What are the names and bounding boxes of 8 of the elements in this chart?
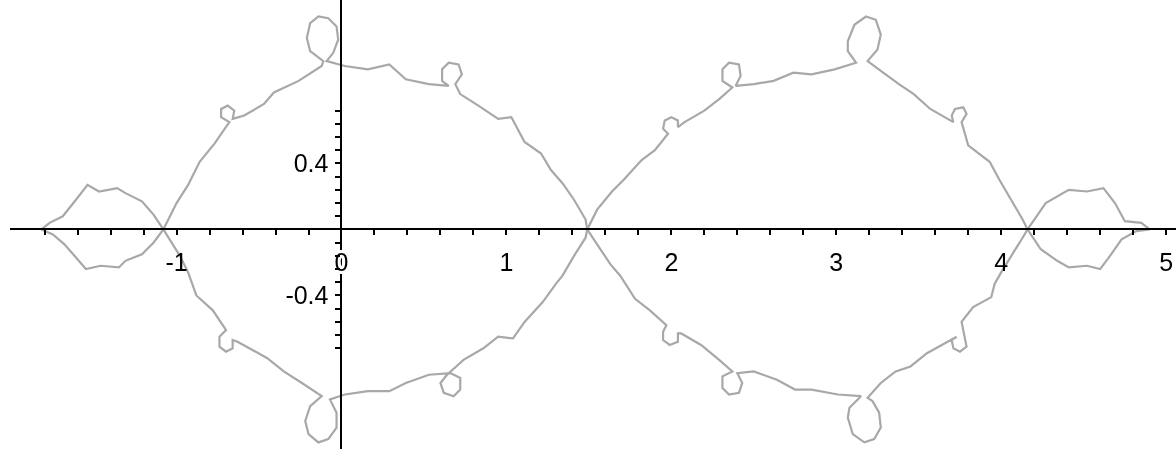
x-tick-label: 1 <box>499 248 514 277</box>
x-tick-label: 4 <box>994 248 1009 277</box>
x-tick-label: -1 <box>165 248 188 277</box>
x-tick-label: 2 <box>664 248 679 277</box>
x-tick-label: 5 <box>1159 248 1174 277</box>
x-tick-label: 3 <box>829 248 844 277</box>
y-tick-label: 0.4 <box>293 149 329 178</box>
y-tick-label: -0.4 <box>285 281 329 310</box>
